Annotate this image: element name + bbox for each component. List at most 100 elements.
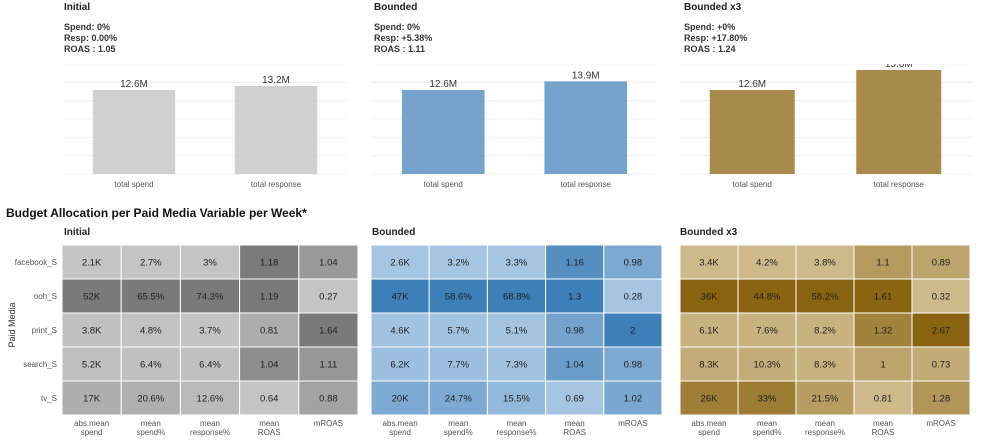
heatmap-cell [911,312,970,348]
heatmap-panel-title: Bounded x3 [680,227,738,238]
heatmap-cell [603,278,662,314]
heatmap-cell-label: 10.3% [754,360,781,371]
heatmap-cell [911,380,970,416]
bar [709,90,795,174]
heatmap-cell-label: 0.98 [624,360,643,371]
summary-stat-text: ROAS : 1.11 [374,44,426,54]
heatmap-cell-label: 1.18 [260,258,279,269]
heatmap-column-label: abs.mean spend [383,419,418,437]
x-tick-label: total response [251,180,302,189]
heatmap-cell-label: 20K [392,394,410,405]
heatmap-column-label: mROAS [926,419,955,428]
heatmap-cell [545,380,605,416]
heatmap-cell [120,380,181,416]
summary-panel-title: Bounded [374,2,418,13]
heatmap-cell-label: 1.28 [932,394,951,405]
heatmap-cell [853,312,913,348]
heatmap-column-label: mean response% [496,419,536,437]
heatmap-cell-label: 6.4% [199,360,221,371]
heatmap-cell-label: 17K [83,394,101,405]
x-tick-label: total spend [733,180,772,189]
heatmap-cell-label: 1 [880,360,885,371]
heatmap-cell-label: 2 [630,326,635,337]
heatmap-cell-label: 2.7% [140,258,162,269]
heatmap-cell [239,380,300,416]
heatmap-cell-label: 68.8% [503,292,530,303]
heatmap-cell [545,245,605,280]
heatmap-cell-label: 6.1K [699,326,719,337]
bar [544,81,628,174]
summary-bar-chart: 12.6M total spend 13.2M total response [63,64,347,189]
summary-panel-title: Bounded x3 [684,2,742,13]
heatmap-cell [428,346,488,382]
bar-value-label: 13.9M [572,70,600,81]
heatmap-cell [61,245,122,280]
heatmap-row-label: facebook_S [15,258,57,267]
heatmap-cell-label: 33% [757,394,777,405]
heatmap-cell-label: 0.81 [874,394,893,405]
heatmap-column-label: mean ROAS [563,419,586,437]
heatmap-cell-label: 0.27 [319,292,338,303]
heatmap-cell-label: 58.2% [812,292,839,303]
bar [234,86,318,174]
heatmap-row-label: ooh_S [34,292,57,301]
heatmap-cell [179,346,241,382]
summary-stat-text: Spend: +0% [684,22,736,32]
heatmap: 2.1K 2.7% 3% 1.18 1.04 facebook_S 52K 65.5% 74.3… [15,245,358,437]
x-tick-label: total response [561,180,612,189]
heatmap-cell-label: 8.2% [814,326,836,337]
summary-stat-text: ROAS : 1.24 [684,44,736,54]
heatmap-cell-label: 36K [701,292,719,303]
heatmap-cell-label: 74.3% [197,292,224,303]
heatmap-cell-label: 26K [701,394,719,405]
heatmap-cell-label: 0.64 [260,394,279,405]
heatmap-cell-label: 2.67 [932,326,951,337]
heatmap-cell-label: 1.04 [260,360,279,371]
summary-stat-text: Resp: +5.38% [374,33,433,43]
heatmap-column-label: mROAS [314,419,343,428]
summary-stat-text: Resp: +17.80% [684,33,748,43]
heatmap-cell [298,312,358,348]
heatmap-cell [680,312,739,348]
heatmap-cell [298,346,358,382]
heatmap-column-label: mean response% [190,419,230,437]
heatmap-cell-label: 12.6% [197,394,224,405]
heatmap-cell-label: 3% [203,258,217,269]
heatmap-cell-label: 1.32 [874,326,893,337]
heatmap-cell-label: 0.81 [260,326,279,337]
heatmap-cell-label: 1.04 [319,258,338,269]
heatmap-cell [853,245,913,280]
heatmap-cell [371,278,430,314]
heatmap-cell-label: 0.32 [932,292,951,303]
heatmap-cell-label: 3.4K [699,258,719,269]
heatmap-cell [603,312,662,348]
heatmap-cell [853,346,913,382]
heatmap-column-label: abs.mean spend [74,419,109,437]
heatmap-cell-label: 3.8% [814,258,836,269]
heatmap: 3.4K 4.2% 3.8% 1.1 0.89 36K 44.8% 58.2% 1.61 0.32… [680,245,970,437]
heatmap-cell [603,380,662,416]
heatmap-column-label: mROAS [618,419,647,428]
heatmap-cell-label: 7.7% [447,360,469,371]
heatmap-column-label: mean spend% [753,419,782,437]
heatmap-cell-label: 3.8K [82,326,102,337]
heatmap-panel-title: Initial [64,227,91,238]
heatmap-cell-label: 1.3 [568,292,581,303]
heatmap-cell [795,346,855,382]
heatmap-cell-label: 21.5% [812,394,839,405]
bar [401,90,485,174]
bar-value-label: 12.6M [120,79,148,90]
heatmap-cell-label: 1.19 [260,292,279,303]
heatmap-cell-label: 0.73 [932,360,951,371]
heatmap-cell-label: 8.3% [814,360,836,371]
heatmap-cell-label: 6.4% [140,360,162,371]
heatmap-row-label: search_S [23,360,57,369]
heatmap-cell-label: 52K [83,292,101,303]
heatmap-cell [911,245,970,280]
heatmap-column-label: abs.mean spend [691,419,726,437]
heatmap-cell [603,245,662,280]
heatmap-cell [680,346,739,382]
heatmap-cell-label: 65.5% [137,292,164,303]
heatmap-cell [486,278,547,314]
heatmap-cell-label: 6.2K [390,360,410,371]
